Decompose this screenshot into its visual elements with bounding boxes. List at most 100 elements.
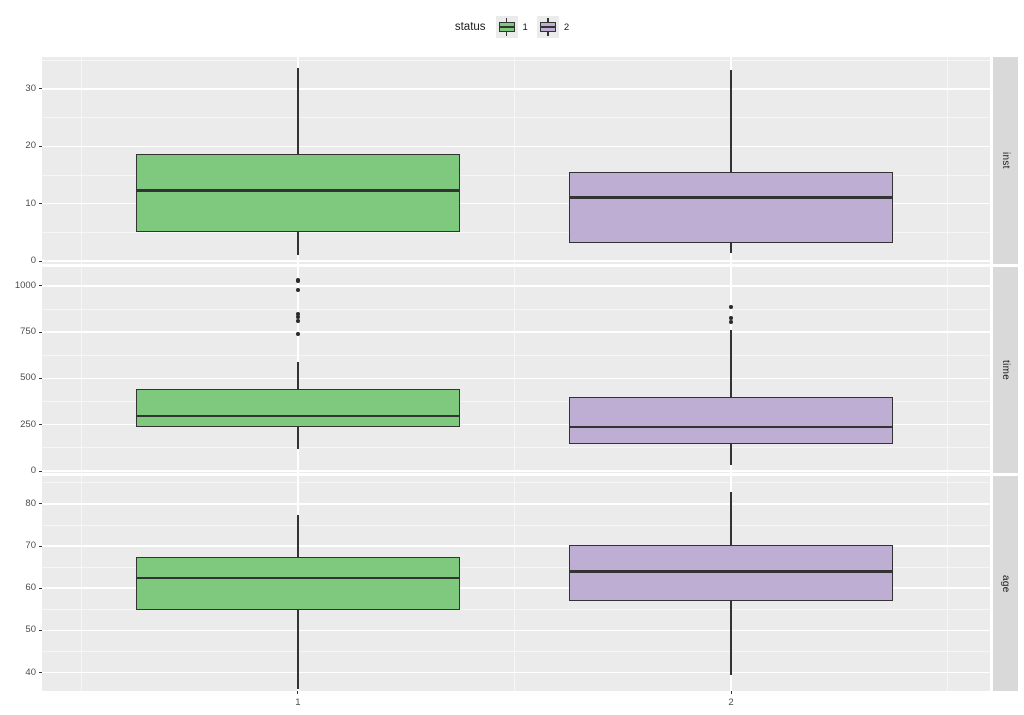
- gridline-major-h: [42, 423, 990, 426]
- whisker-lower: [297, 610, 299, 689]
- y-tick-mark: [39, 424, 42, 426]
- y-tick-mark: [39, 503, 42, 505]
- y-tick-label: 250: [20, 418, 36, 430]
- gridline-major-h: [42, 285, 990, 287]
- box: [135, 389, 461, 427]
- y-tick-mark: [39, 260, 42, 262]
- y-tick-mark: [39, 545, 42, 547]
- legend-key-median: [498, 26, 515, 28]
- whisker-lower: [730, 600, 732, 675]
- outlier-point: [728, 315, 734, 321]
- gridline-minor-v: [947, 267, 949, 473]
- boxplot-inst-status-2: [42, 57, 990, 264]
- whisker-lower: [297, 426, 299, 449]
- box: [568, 396, 894, 444]
- gridline-minor-h: [42, 117, 990, 119]
- facet-strip-label: age: [1000, 574, 1011, 593]
- x-tick-mark: [730, 691, 732, 694]
- gridline-major-h: [42, 331, 990, 333]
- legend-entry-label: 1: [522, 21, 528, 33]
- y-tick-mark: [39, 672, 42, 673]
- outlier-point: [295, 287, 301, 293]
- whisker-lower: [297, 232, 299, 256]
- gridline-minor-h: [42, 59, 990, 61]
- median-line: [568, 570, 894, 573]
- gridline-minor-v: [513, 476, 515, 691]
- y-tick-label: 20: [25, 140, 36, 152]
- facet-strip-time: time: [993, 267, 1018, 473]
- panel-time: [42, 267, 990, 473]
- outlier-point: [295, 278, 301, 283]
- gridline-major-h: [42, 671, 990, 674]
- outlier-point: [295, 311, 301, 317]
- outlier-point: [295, 318, 301, 324]
- gridline-major-h: [42, 145, 990, 148]
- gridline-minor-v: [947, 57, 949, 264]
- gridline-minor-v: [80, 476, 82, 691]
- y-tick-mark: [39, 629, 42, 631]
- y-tick-label: 60: [25, 582, 36, 594]
- gridline-major-h: [42, 260, 990, 262]
- y-tick-label: 1000: [14, 279, 36, 291]
- gridline-minor-h: [42, 524, 990, 526]
- gridline-minor-h: [42, 650, 990, 652]
- legend-key-boxplot-icon: [495, 16, 518, 38]
- facet-strip-inst: inst: [993, 57, 1018, 264]
- gridline-minor-v: [513, 57, 515, 264]
- gridline-major-h: [42, 587, 990, 589]
- y-tick-label: 750: [20, 326, 36, 338]
- boxplot-age-status-1: [42, 476, 990, 691]
- y-tick-mark: [39, 377, 42, 379]
- y-tick-mark: [39, 285, 42, 287]
- legend-entry: 2: [536, 16, 570, 38]
- y-tick-mark: [39, 587, 42, 589]
- y-tick-label: 500: [20, 372, 36, 384]
- y-tick-mark: [39, 145, 42, 147]
- y-tick-mark: [39, 470, 42, 472]
- legend-title: status: [454, 21, 486, 33]
- whisker-upper: [297, 514, 299, 558]
- gridline-minor-v: [80, 267, 82, 473]
- outlier-point: [295, 331, 301, 337]
- gridline-minor-h: [42, 354, 990, 356]
- gridline-major-h: [42, 503, 990, 505]
- gridline-major-h: [42, 545, 990, 547]
- gridline-minor-h: [42, 566, 990, 568]
- y-tick-label: 30: [25, 82, 36, 94]
- outlier-point: [728, 319, 734, 325]
- boxplot-time-status-2: [42, 267, 990, 473]
- boxplot-age-status-2: [42, 476, 990, 691]
- whisker-upper: [297, 68, 299, 154]
- gridline-major-h: [42, 470, 990, 472]
- gridline-minor-v: [947, 476, 949, 691]
- box: [135, 557, 461, 611]
- whisker-upper: [730, 70, 732, 173]
- whisker-lower: [730, 443, 732, 466]
- gridline-minor-h: [42, 447, 990, 449]
- legend-entry: 1: [495, 16, 528, 38]
- y-tick-label: 10: [25, 197, 36, 209]
- y-tick-label: 40: [25, 666, 36, 678]
- panel-age: [42, 476, 990, 691]
- facet-strip-label: time: [1000, 359, 1011, 381]
- y-tick-label: 80: [25, 497, 36, 509]
- legend-entry-label: 2: [563, 21, 570, 33]
- median-line: [568, 196, 894, 199]
- median-line: [135, 414, 461, 418]
- gridline-major-h: [42, 202, 990, 205]
- y-tick-label: 70: [25, 540, 36, 552]
- gridline-minor-h: [42, 231, 990, 233]
- y-tick-mark: [39, 88, 42, 90]
- median-line: [568, 425, 894, 429]
- facet-strip-label: inst: [1000, 152, 1011, 169]
- y-tick-label: 50: [25, 624, 36, 636]
- boxplot-time-status-1: [42, 267, 990, 473]
- y-tick-label: 0: [30, 255, 36, 267]
- panel-inst: [42, 57, 990, 264]
- whisker-upper: [730, 491, 732, 546]
- y-tick-mark: [39, 203, 42, 205]
